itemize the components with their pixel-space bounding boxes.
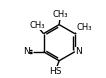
Text: CH₃: CH₃	[52, 10, 68, 19]
Text: CH₃: CH₃	[29, 21, 45, 30]
Text: N: N	[75, 47, 82, 56]
Text: N: N	[23, 47, 30, 56]
Text: CH₃: CH₃	[76, 23, 92, 32]
Text: HS: HS	[49, 67, 61, 76]
